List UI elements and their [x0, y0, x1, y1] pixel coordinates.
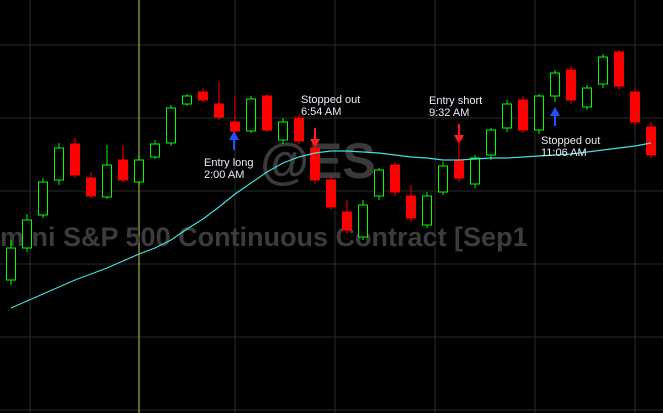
chart-title: mini S&P 500 Continuous Contract [Sep1 — [0, 222, 528, 252]
candle-body — [566, 69, 576, 101]
candle-body — [630, 91, 640, 123]
candle-body — [406, 195, 416, 219]
candle-body — [310, 147, 320, 181]
candle-body — [518, 99, 528, 131]
candle-body — [326, 179, 336, 208]
candle-body — [598, 56, 608, 85]
candle-body — [150, 143, 160, 158]
candle-body — [486, 129, 496, 156]
annotation: 11:06 AM — [541, 147, 587, 159]
candle-body — [54, 147, 64, 181]
candle-body — [214, 103, 224, 118]
candle-body — [262, 95, 272, 131]
annotation: Stopped out — [541, 135, 600, 147]
annotation: 6:54 AM — [301, 106, 341, 118]
candle-body — [70, 143, 80, 176]
annotation: Stopped out — [301, 94, 360, 106]
candle-body — [230, 121, 240, 132]
candle-body — [646, 126, 656, 156]
candle-body — [470, 157, 480, 185]
candle-body — [134, 159, 144, 183]
annotation: 9:32 AM — [429, 107, 469, 119]
candle-body — [550, 72, 560, 97]
annotation: Entry long — [204, 157, 254, 169]
candle-body — [454, 159, 464, 179]
candle-body — [294, 117, 304, 142]
candle-body — [118, 159, 128, 181]
candle-body — [166, 107, 176, 144]
annotation: Entry short — [429, 95, 482, 107]
candle-body — [614, 51, 624, 87]
candle-body — [198, 91, 208, 101]
candle-body — [246, 98, 256, 132]
candle-body — [422, 195, 432, 226]
candle-body — [22, 219, 32, 249]
candle-body — [342, 211, 352, 231]
candle-body — [374, 169, 384, 197]
candle-body — [38, 181, 48, 216]
annotation: 2:00 AM — [204, 169, 244, 181]
candle-body — [582, 87, 592, 108]
candle-body — [358, 204, 368, 238]
candle-body — [502, 103, 512, 129]
candle-body — [86, 177, 96, 197]
candle-body — [278, 121, 288, 141]
candle-body — [390, 164, 400, 193]
candle-body — [534, 95, 544, 131]
candle-body — [6, 247, 16, 281]
candle-body — [438, 165, 448, 193]
candle-body — [102, 164, 112, 198]
moving-average — [10, 142, 652, 309]
candle-body — [182, 95, 192, 105]
